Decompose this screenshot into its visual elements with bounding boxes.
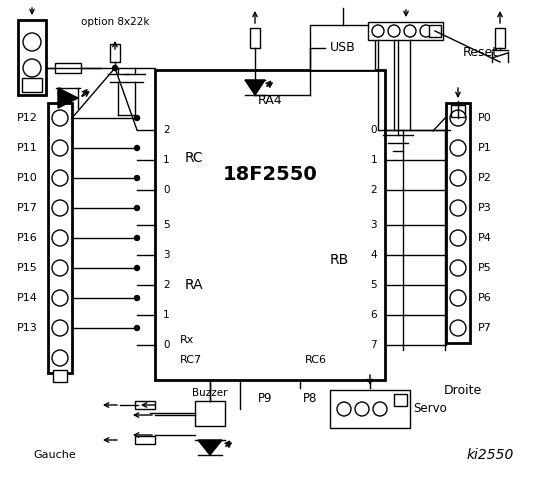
Bar bbox=[110, 44, 120, 62]
Bar bbox=[446, 103, 470, 343]
Bar bbox=[155, 70, 385, 380]
Text: 0: 0 bbox=[163, 340, 170, 350]
Circle shape bbox=[134, 176, 139, 180]
Text: P10: P10 bbox=[17, 173, 38, 183]
Text: 4: 4 bbox=[371, 250, 377, 260]
Bar bbox=[394, 394, 407, 406]
Text: RB: RB bbox=[330, 253, 349, 267]
Text: 1: 1 bbox=[163, 310, 170, 320]
Text: P6: P6 bbox=[478, 293, 492, 303]
Bar bbox=[22, 78, 42, 92]
Text: P3: P3 bbox=[478, 203, 492, 213]
Text: P4: P4 bbox=[478, 233, 492, 243]
Circle shape bbox=[134, 116, 139, 120]
Bar bbox=[451, 105, 465, 117]
Text: Rx: Rx bbox=[180, 335, 194, 345]
Polygon shape bbox=[58, 88, 78, 108]
Text: Buzzer: Buzzer bbox=[192, 388, 228, 398]
Bar bbox=[429, 25, 441, 37]
Text: 2: 2 bbox=[163, 280, 170, 290]
Text: P0: P0 bbox=[478, 113, 492, 123]
Text: 3: 3 bbox=[371, 220, 377, 230]
Circle shape bbox=[112, 65, 117, 71]
Text: 18F2550: 18F2550 bbox=[223, 166, 317, 184]
Circle shape bbox=[134, 296, 139, 300]
Circle shape bbox=[134, 145, 139, 151]
Text: P7: P7 bbox=[478, 323, 492, 333]
Bar bbox=[495, 28, 505, 48]
Bar bbox=[368, 22, 443, 40]
Bar bbox=[18, 20, 46, 95]
Text: P8: P8 bbox=[303, 392, 317, 405]
Text: 6: 6 bbox=[371, 310, 377, 320]
Bar bbox=[53, 370, 67, 382]
Text: P13: P13 bbox=[17, 323, 38, 333]
Bar bbox=[48, 103, 72, 373]
Circle shape bbox=[134, 265, 139, 271]
Text: 7: 7 bbox=[371, 340, 377, 350]
Text: 5: 5 bbox=[371, 280, 377, 290]
Circle shape bbox=[134, 236, 139, 240]
Text: P15: P15 bbox=[17, 263, 38, 273]
Polygon shape bbox=[245, 80, 265, 95]
Bar bbox=[135, 401, 155, 409]
Text: 1: 1 bbox=[163, 155, 170, 165]
Text: option 8x22k: option 8x22k bbox=[81, 17, 149, 27]
Text: RC6: RC6 bbox=[305, 355, 327, 365]
Bar bbox=[310, 25, 375, 70]
Text: 2: 2 bbox=[163, 125, 170, 135]
Text: 2: 2 bbox=[371, 185, 377, 195]
Text: Droite: Droite bbox=[444, 384, 482, 396]
Bar bbox=[55, 63, 81, 73]
Text: 1: 1 bbox=[371, 155, 377, 165]
Polygon shape bbox=[198, 440, 222, 455]
Bar bbox=[330, 390, 410, 428]
Text: P1: P1 bbox=[478, 143, 492, 153]
Text: P11: P11 bbox=[17, 143, 38, 153]
Text: P17: P17 bbox=[17, 203, 38, 213]
Text: RC: RC bbox=[185, 151, 204, 165]
Text: 0: 0 bbox=[163, 185, 170, 195]
Text: Servo: Servo bbox=[413, 403, 447, 416]
Text: P12: P12 bbox=[17, 113, 38, 123]
Text: USB: USB bbox=[330, 41, 356, 54]
Text: RC7: RC7 bbox=[180, 355, 202, 365]
Text: P5: P5 bbox=[478, 263, 492, 273]
Text: RA4: RA4 bbox=[258, 94, 283, 107]
Text: RA: RA bbox=[185, 278, 204, 292]
Circle shape bbox=[134, 205, 139, 211]
Text: P16: P16 bbox=[17, 233, 38, 243]
Bar bbox=[135, 436, 155, 444]
Text: P2: P2 bbox=[478, 173, 492, 183]
Circle shape bbox=[134, 325, 139, 331]
Text: ki2550: ki2550 bbox=[466, 448, 514, 462]
Text: 0: 0 bbox=[371, 125, 377, 135]
Text: Gauche: Gauche bbox=[34, 450, 76, 460]
Text: Reset: Reset bbox=[462, 46, 498, 59]
Text: P9: P9 bbox=[258, 392, 272, 405]
Bar bbox=[195, 401, 225, 426]
Text: P14: P14 bbox=[17, 293, 38, 303]
Text: 3: 3 bbox=[163, 250, 170, 260]
Text: 5: 5 bbox=[163, 220, 170, 230]
Bar bbox=[250, 28, 260, 48]
